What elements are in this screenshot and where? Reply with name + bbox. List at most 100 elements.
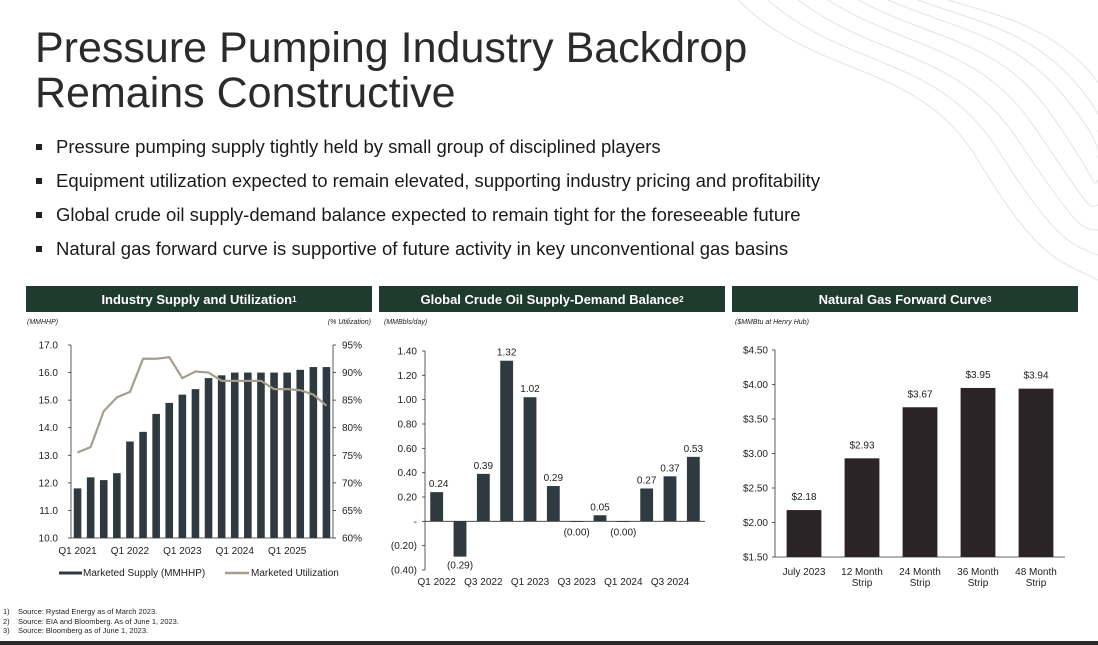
- y2-tick-label: 70%: [342, 478, 362, 489]
- title-line-1: Pressure Pumping Industry Backdrop: [35, 24, 748, 72]
- balance-bar: [663, 476, 677, 522]
- x-category-label: 12 Month: [841, 567, 883, 578]
- gas-price-bar: [902, 407, 938, 557]
- supply-bar: [296, 369, 305, 538]
- y-axis-label: (MMBbls/day): [384, 319, 427, 326]
- supply-bar: [165, 402, 174, 538]
- utilization-line: [77, 355, 328, 454]
- y-tick-label: $4.50: [743, 346, 768, 357]
- x-category-label: Strip: [910, 578, 931, 589]
- data-label: $2.93: [849, 440, 874, 451]
- y2-tick-label: 95%: [342, 341, 362, 352]
- y2-tick-label: 90%: [342, 368, 362, 379]
- y-tick-label: 0.80: [398, 420, 418, 431]
- x-category-label: 24 Month: [899, 567, 941, 578]
- y-tick-label: 1.20: [398, 371, 418, 382]
- bullet-item: Natural gas forward curve is supportive …: [36, 238, 820, 272]
- supply-bar: [244, 372, 252, 538]
- supply-bar: [204, 378, 213, 538]
- balance-bar: [686, 456, 700, 522]
- balance-bar: [593, 515, 607, 522]
- bullet-square-icon: [36, 212, 42, 218]
- x-tick-label: Q1 2022: [417, 577, 456, 588]
- y2-tick-label: 80%: [342, 423, 362, 434]
- data-label: 1.32: [497, 348, 517, 359]
- y-tick-label: (0.40): [391, 566, 417, 577]
- title-line-2: Remains Constructive: [35, 69, 456, 117]
- supply-bar: [230, 372, 239, 538]
- bullet-item: Pressure pumping supply tightly held by …: [36, 136, 820, 170]
- supply-bar: [178, 394, 187, 538]
- x-category-label: Strip: [852, 578, 873, 589]
- data-label: 0.39: [474, 461, 494, 472]
- data-label: 0.05: [590, 502, 610, 513]
- y2-tick-label: 75%: [342, 451, 362, 462]
- y-tick-label: 16.0: [39, 368, 59, 379]
- y-tick-label: $2.50: [743, 484, 768, 495]
- supply-bar: [126, 441, 134, 538]
- data-label: $3.94: [1023, 371, 1048, 382]
- data-label: 0.27: [637, 475, 657, 486]
- x-category-label: 36 Month: [957, 567, 999, 578]
- data-label: 0.29: [544, 473, 564, 484]
- supply-bar: [270, 372, 278, 538]
- background-wave-pattern: [737, 0, 1098, 281]
- balance-bar: [476, 473, 490, 522]
- y-tick-label: 1.40: [398, 347, 418, 358]
- gas-price-bar: [1018, 388, 1054, 557]
- gas-price-bar: [844, 458, 880, 557]
- balance-bar: [430, 492, 444, 522]
- y-tick-label: 1.00: [398, 395, 418, 406]
- supply-bar: [73, 488, 82, 538]
- y-tick-label: $3.50: [743, 415, 768, 426]
- y-tick-label: $3.00: [743, 449, 768, 460]
- y2-tick-label: 65%: [342, 506, 362, 517]
- balance-bar: [523, 397, 537, 522]
- footnote: 3) Source: Bloomberg as of June 1, 2023.: [3, 626, 149, 635]
- y-tick-label: 11.0: [39, 506, 58, 517]
- data-label: (0.00): [564, 527, 590, 538]
- x-tick-label: Q1 2023: [163, 546, 202, 557]
- data-label: 0.37: [660, 463, 680, 474]
- supply-utilization-chart: (MMHHP) (% Utilization) 10.0 11.0 12.0 13.0 14…: [27, 319, 371, 579]
- gas-panel-header: Natural Gas Forward Curve 3: [732, 286, 1078, 312]
- x-category-label: 48 Month: [1015, 567, 1057, 578]
- y-tick-label: $1.50: [743, 553, 768, 564]
- supply-panel-header: Industry Supply and Utilization 1: [26, 286, 372, 312]
- x-tick-label: Q1 2024: [216, 546, 255, 557]
- supply-bar: [322, 367, 331, 538]
- y-tick-label: 15.0: [39, 396, 59, 407]
- y-tick-label: $4.00: [743, 380, 768, 391]
- data-label: (0.00): [610, 527, 636, 538]
- data-label: 1.02: [520, 384, 540, 395]
- x-tick-label: Q1 2024: [604, 577, 643, 588]
- x-tick-label: Q3 2022: [464, 577, 503, 588]
- y-tick-label: -: [414, 517, 417, 528]
- y-axis-label: (MMHHP): [27, 319, 58, 326]
- x-tick-label: Q1 2022: [111, 546, 150, 557]
- y-tick-label: 10.0: [39, 534, 59, 545]
- bullet-item: Equipment utilization expected to remain…: [36, 170, 820, 204]
- supply-bar: [191, 389, 200, 538]
- y-tick-label: 0.60: [398, 444, 418, 455]
- footnotes: 1) Source: Rystad Energy as of March 2023…: [3, 607, 179, 636]
- y2-axis-label: (% Utilization): [328, 319, 371, 326]
- legend-utilization-label: Marketed Utilization: [251, 568, 339, 579]
- balance-bar: [546, 486, 560, 522]
- supply-bar: [139, 431, 147, 538]
- balance-bar: [453, 521, 467, 557]
- y-axis-label: ($MMBtu at Henry Hub): [735, 319, 809, 326]
- gas-forward-curve-chart: ($MMBtu at Henry Hub) $1.50 $2.00 $2.50 $3.0…: [735, 319, 1065, 589]
- oil-panel-header: Global Crude Oil Supply-Demand Balance 2: [379, 286, 725, 312]
- page-title: Pressure Pumping Industry Backdrop Remai…: [35, 26, 747, 116]
- bullet-square-icon: [36, 246, 42, 252]
- legend-supply-label: Marketed Supply (MMHHP): [83, 568, 205, 579]
- supply-bar: [113, 473, 121, 538]
- x-category-label: July 2023: [783, 567, 826, 578]
- footnote: 2) Source: EIA and Bloomberg. As of June …: [3, 616, 179, 626]
- data-label: 0.24: [429, 479, 449, 490]
- supply-bar: [217, 375, 226, 538]
- bullet-list: Pressure pumping supply tightly held by …: [36, 136, 820, 272]
- supply-bar: [99, 480, 108, 538]
- bottom-bar: [0, 641, 1098, 645]
